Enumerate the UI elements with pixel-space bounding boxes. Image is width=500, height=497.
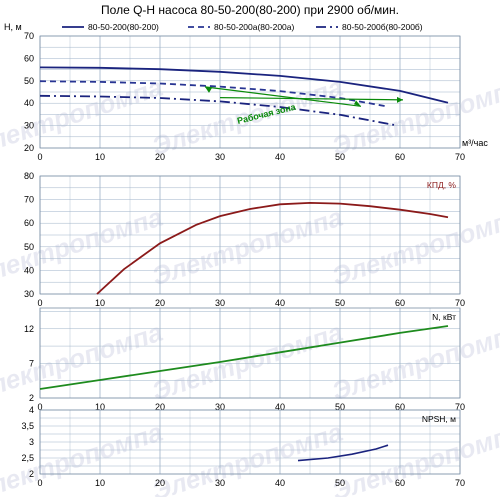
x-tick-label: 40	[275, 402, 285, 412]
x-tick-label: 10	[95, 478, 105, 488]
x-tick-label: 0	[37, 478, 42, 488]
panel-frame	[39, 35, 461, 149]
x-tick-label: 30	[215, 298, 225, 308]
work-zone-line	[219, 97, 404, 101]
watermark-text: Электропомпа	[148, 317, 346, 407]
x-tick-label: 70	[455, 298, 465, 308]
work-zone-line	[204, 86, 362, 107]
x-tick-label: 60	[395, 402, 405, 412]
x-tick-label: 50	[335, 152, 345, 162]
watermark-text: Электропомпа	[148, 202, 346, 292]
y-tick-label: 2,5	[21, 453, 34, 463]
series-line-head-2	[39, 94, 395, 126]
watermark-text: Электропомпа	[328, 202, 500, 292]
work-zone-arrow	[397, 96, 403, 103]
y-tick-label: 20	[24, 143, 34, 153]
y-tick-label: 2	[29, 469, 34, 479]
x-tick-label: 70	[455, 478, 465, 488]
y-tick-label: 70	[24, 31, 34, 41]
x-axis-label: м³/час	[462, 138, 488, 148]
x-tick-label: 0	[37, 298, 42, 308]
y-tick-label: 3	[29, 437, 34, 447]
x-tick-label: 40	[275, 478, 285, 488]
y-tick-label: 70	[24, 195, 34, 205]
series-line-head-0	[39, 66, 449, 104]
series-line-head-1	[39, 80, 389, 108]
series-line-efficiency	[96, 201, 449, 295]
x-tick-label: 0	[37, 152, 42, 162]
x-tick-label: 70	[455, 152, 465, 162]
x-tick-label: 70	[455, 402, 465, 412]
series-line-power	[39, 325, 449, 390]
x-tick-label: 20	[155, 402, 165, 412]
series-line-NPSH	[297, 444, 389, 462]
x-tick-label: 10	[95, 298, 105, 308]
y-tick-label: 3,5	[21, 421, 34, 431]
x-tick-label: 50	[335, 402, 345, 412]
y-tick-label: 7	[29, 358, 34, 368]
x-tick-label: 60	[395, 478, 405, 488]
x-tick-label: 30	[215, 402, 225, 412]
y-tick-label: 12	[24, 324, 34, 334]
chart-title: Поле Q-H насоса 80-50-200(80-200) при 29…	[101, 3, 399, 17]
x-tick-label: 10	[95, 152, 105, 162]
work-zone-arrow	[205, 86, 212, 93]
x-tick-label: 30	[215, 478, 225, 488]
series-label: КПД, %	[427, 180, 457, 190]
x-tick-label: 40	[275, 152, 285, 162]
x-tick-label: 50	[335, 478, 345, 488]
panel-frame	[39, 307, 461, 399]
x-tick-label: 20	[155, 152, 165, 162]
y-tick-label: 4	[29, 405, 34, 415]
panel-frame	[39, 175, 461, 295]
x-tick-label: 10	[95, 402, 105, 412]
y-tick-label: 50	[24, 242, 34, 252]
y-tick-label: 40	[24, 98, 34, 108]
x-tick-label: 40	[275, 298, 285, 308]
y-tick-label: 40	[24, 265, 34, 275]
work-zone-arrow	[354, 100, 361, 107]
legend-entry: 80-50-200(80-200)	[88, 22, 159, 32]
legend-entry: 80-50-200б(80-200б)	[342, 22, 423, 32]
y-tick-label: 60	[24, 218, 34, 228]
y-axis-label: H, м	[4, 22, 22, 32]
y-tick-label: 60	[24, 53, 34, 63]
watermark-text: Электропомпа	[148, 417, 346, 497]
y-tick-label: 30	[24, 121, 34, 131]
y-tick-label: 2	[29, 393, 34, 403]
x-tick-label: 20	[155, 298, 165, 308]
y-tick-label: 50	[24, 76, 34, 86]
x-tick-label: 20	[155, 478, 165, 488]
x-tick-label: 30	[215, 152, 225, 162]
legend-entry: 80-50-200а(80-200а)	[214, 22, 295, 32]
series-label: N, кВт	[432, 312, 456, 322]
x-tick-label: 50	[335, 298, 345, 308]
panel-frame	[39, 409, 461, 475]
x-tick-label: 0	[37, 402, 42, 412]
x-tick-label: 60	[395, 152, 405, 162]
watermark-text: Электропомпа	[328, 417, 500, 497]
y-tick-label: 80	[24, 171, 34, 181]
series-label: NPSH, м	[422, 414, 456, 424]
y-tick-label: 30	[24, 289, 34, 299]
x-tick-label: 60	[395, 298, 405, 308]
